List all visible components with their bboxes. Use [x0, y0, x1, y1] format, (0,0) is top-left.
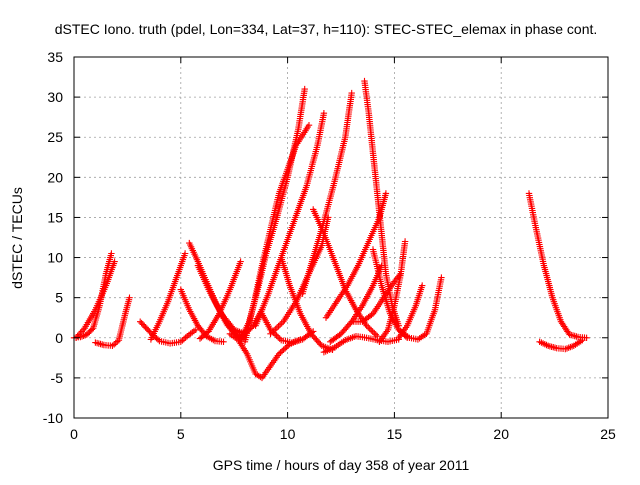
- data-point: [220, 338, 227, 345]
- x-tick-label: 20: [493, 426, 509, 442]
- plot-frame: [73, 56, 609, 419]
- data-layer: [70, 77, 590, 382]
- data-point: [301, 85, 308, 93]
- x-tick-label: 5: [177, 426, 185, 442]
- data-point: [348, 89, 355, 97]
- chart-title: dSTEC Iono. truth (pdel, Lon=334, Lat=37…: [55, 21, 598, 37]
- data-point: [181, 250, 189, 257]
- series-1: [70, 250, 115, 341]
- series-5: [147, 250, 189, 343]
- x-tick-label: 15: [387, 426, 403, 442]
- data-point: [368, 311, 375, 319]
- data-point: [369, 328, 376, 335]
- data-point: [337, 330, 345, 337]
- data-point: [154, 336, 162, 343]
- data-point: [192, 326, 199, 333]
- axis-layer: 0 5 10 15 20 25 -10 -5 0 5 10 15 20 25 30 35: [43, 49, 616, 442]
- series-23: [320, 333, 402, 356]
- series-22: [327, 262, 385, 345]
- data-point: [310, 328, 317, 335]
- series-19: [299, 89, 355, 297]
- y-tick-label: 25: [47, 129, 63, 145]
- data-point: [273, 324, 281, 331]
- data-point: [141, 322, 148, 330]
- data-point: [108, 250, 115, 257]
- data-point: [278, 320, 285, 327]
- series-29: [525, 190, 590, 341]
- data-point: [305, 122, 313, 129]
- data-point: [145, 327, 152, 334]
- data-point: [345, 321, 353, 328]
- data-point: [366, 325, 373, 332]
- data-point: [311, 335, 319, 342]
- data-point: [111, 258, 118, 265]
- y-tick-label: 15: [47, 209, 63, 225]
- data-point: [126, 294, 133, 301]
- y-tick-label: 20: [47, 169, 63, 185]
- data-point: [308, 329, 315, 336]
- data-point: [579, 337, 586, 344]
- data-point: [74, 333, 81, 340]
- data-point: [313, 336, 320, 343]
- x-axis-label: GPS time / hours of day 358 of year 2011: [213, 457, 470, 473]
- series-13: [241, 122, 313, 345]
- data-point: [153, 335, 160, 342]
- data-point: [368, 327, 375, 334]
- data-point: [282, 345, 289, 352]
- data-point: [583, 334, 590, 341]
- data-point: [180, 335, 188, 343]
- data-point: [273, 332, 280, 339]
- y-tick-label: 30: [47, 89, 63, 105]
- data-point: [277, 349, 284, 356]
- y-axis-label: dSTEC / TECUs: [9, 187, 25, 289]
- data-point: [315, 339, 323, 346]
- series-30: [536, 337, 586, 353]
- data-point: [438, 274, 445, 281]
- series-2: [92, 294, 133, 349]
- y-tick-label: 35: [47, 49, 63, 65]
- data-point: [419, 282, 426, 289]
- data-point: [320, 110, 328, 117]
- y-tick-label: -5: [51, 370, 64, 386]
- y-tick-label: 10: [47, 250, 63, 266]
- data-point: [137, 318, 144, 325]
- x-tick-label: 25: [600, 426, 616, 442]
- series-28: [397, 274, 445, 343]
- data-point: [365, 324, 372, 331]
- series-8: [196, 258, 244, 342]
- series-6: [177, 286, 227, 345]
- data-point: [285, 342, 292, 349]
- data-point: [382, 190, 390, 197]
- y-tick-label: -10: [43, 410, 63, 426]
- y-tick-label: 0: [55, 330, 63, 346]
- data-point: [88, 326, 96, 333]
- data-point: [275, 323, 282, 330]
- data-point: [276, 321, 284, 328]
- data-point: [341, 326, 349, 333]
- data-point: [274, 334, 282, 341]
- data-point: [401, 238, 409, 245]
- series-26: [376, 238, 409, 345]
- data-point: [378, 262, 385, 269]
- series-4: [137, 318, 199, 347]
- data-point: [237, 258, 244, 265]
- x-tick-label: 10: [280, 426, 296, 442]
- data-point: [372, 331, 379, 338]
- grid-layer: [74, 57, 608, 418]
- data-point: [278, 347, 286, 355]
- data-point: [339, 329, 346, 336]
- series-18: [310, 206, 381, 340]
- data-point: [275, 350, 283, 357]
- data-point: [139, 321, 147, 328]
- data-point: [371, 330, 378, 337]
- x-tick-label: 0: [70, 426, 78, 442]
- data-point: [276, 335, 283, 342]
- data-point: [283, 343, 290, 351]
- y-tick-label: 5: [55, 290, 63, 306]
- data-point: [343, 324, 350, 331]
- data-point: [143, 325, 151, 332]
